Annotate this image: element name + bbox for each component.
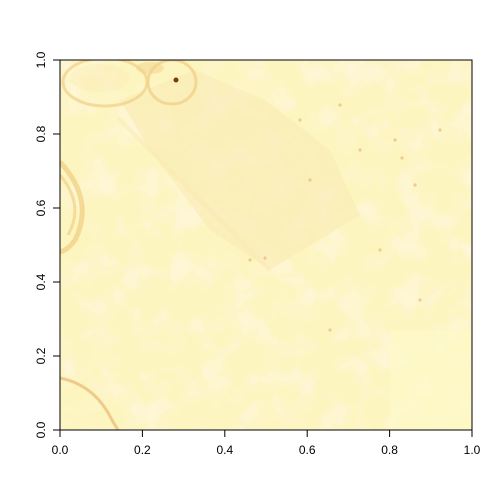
heatmap-area [60,60,472,430]
speck [438,128,442,132]
speck [308,178,312,182]
y-tick-label: 0.2 [34,347,48,364]
speck-group [248,103,442,332]
y-axis: 0.0 0.2 0.4 0.6 0.8 1.0 [34,51,60,438]
x-tick-label: 1.0 [464,443,481,457]
speck [413,183,417,187]
y-tick-label: 0.4 [34,273,48,290]
speck [248,258,252,262]
speck [400,156,404,160]
speck [418,298,422,302]
dark-spot [173,77,179,83]
x-tick-label: 0.6 [299,443,316,457]
speck [298,118,302,122]
y-tick-label: 1.0 [34,51,48,68]
curved-track-bottom [60,376,120,430]
speck [378,248,382,252]
speck [338,103,342,107]
speck [393,138,397,142]
y-tick-label: 0.0 [34,421,48,438]
arc-structure-left [60,160,85,255]
circular-structure-top [61,60,198,108]
plot-frame [59,59,473,431]
x-tick-label: 0.2 [134,443,151,457]
x-axis: 0.0 0.2 0.4 0.6 0.8 1.0 [52,430,481,457]
speck [328,328,332,332]
speck [358,148,362,152]
x-tick-label: 0.4 [216,443,233,457]
y-tick-label: 0.6 [34,199,48,216]
y-tick-label: 0.8 [34,125,48,142]
x-tick-label: 0.0 [52,443,69,457]
field-patch [120,70,360,270]
speck [263,256,267,260]
diagonal-track [116,116,272,272]
x-tick-label: 0.8 [381,443,398,457]
light-region [390,330,472,430]
